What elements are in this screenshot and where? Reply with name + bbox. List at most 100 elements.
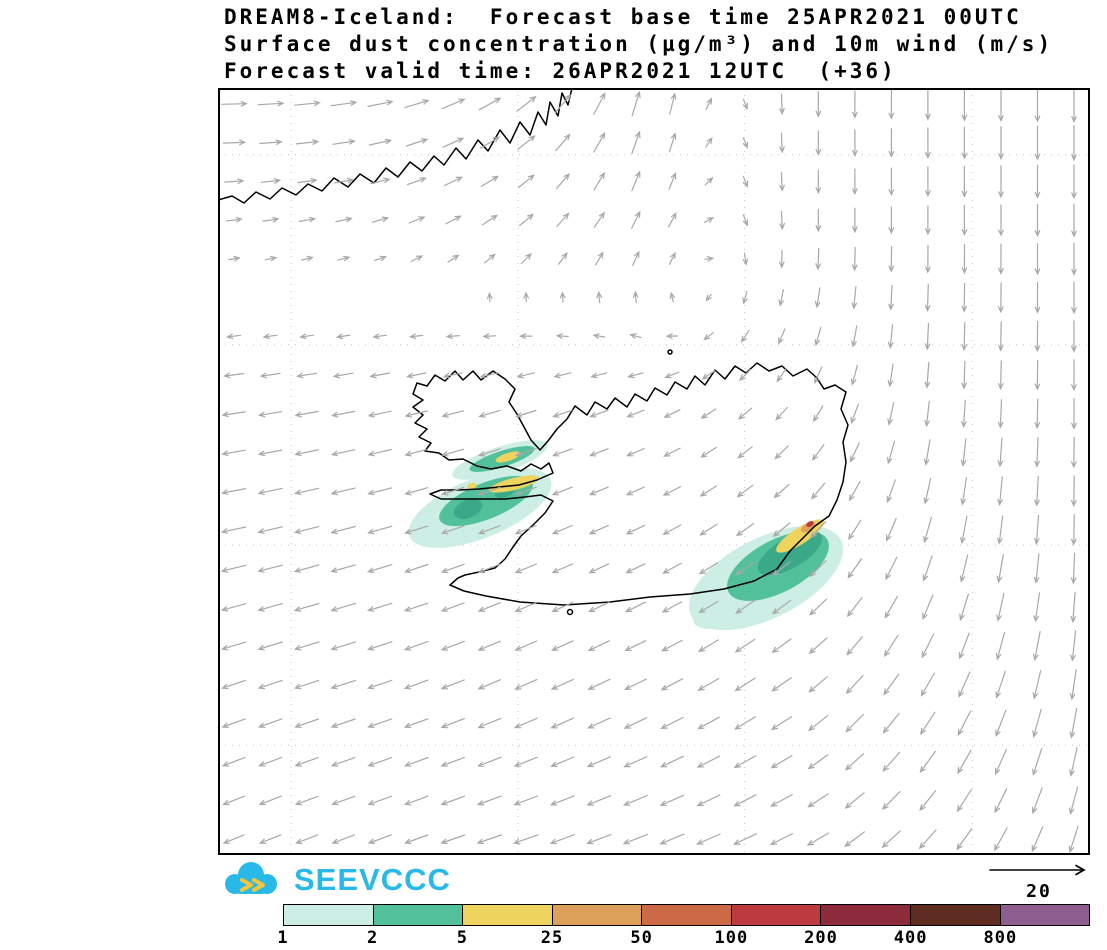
wind-arrow: [997, 437, 1004, 468]
wind-arrow: [808, 637, 828, 655]
wind-arrow: [848, 480, 861, 502]
wind-arrow: [997, 476, 1003, 507]
wind-arrow: [625, 486, 645, 496]
wind-arrow: [589, 409, 609, 418]
wind-arrow: [367, 602, 393, 612]
colorbar-label: 400: [893, 928, 928, 948]
wind-arrow: [919, 790, 937, 812]
wind-arrow: [887, 402, 895, 426]
wind-arrow: [555, 173, 570, 190]
wind-arrow: [520, 252, 532, 265]
dust-contour: [467, 482, 477, 490]
wind-arrow: [1070, 630, 1077, 662]
colorbar-segment: [552, 905, 643, 925]
colorbar-label: 2: [367, 928, 379, 948]
colorbar-segment: [284, 905, 374, 925]
wind-arrow: [812, 405, 824, 423]
wind-arrow: [851, 325, 858, 348]
wind-arrow: [552, 409, 573, 418]
wind-arrow: [1068, 825, 1079, 854]
wind-arrow: [774, 445, 789, 460]
wind-arrow: [1034, 125, 1041, 161]
island: [667, 349, 673, 355]
wind-arrow: [810, 521, 827, 539]
wind-arrow: [222, 795, 245, 806]
wind-arrow: [517, 135, 536, 150]
wind-arrow: [775, 406, 788, 421]
wind-arrow: [742, 98, 748, 111]
wind-arrow: [477, 486, 501, 496]
wind-arrow: [735, 523, 755, 537]
wind-arrow: [330, 449, 356, 457]
wind-arrow: [997, 360, 1004, 391]
wind-arrow: [625, 563, 646, 574]
wind-arrow: [258, 795, 282, 806]
wind-arrow: [440, 795, 466, 806]
wind-arrow: [297, 178, 318, 184]
wind-arrow: [851, 246, 858, 272]
wind-arrow: [699, 523, 718, 536]
wind-arrow: [996, 554, 1004, 584]
wind-arrow: [403, 718, 429, 729]
colorbar-label: 50: [630, 928, 653, 948]
wind-arrow: [814, 326, 822, 347]
wind-arrow: [850, 403, 859, 425]
wind-arrow: [742, 252, 749, 266]
wind-arrow: [998, 88, 1004, 123]
wind-arrow: [662, 562, 682, 574]
wind-arrow: [998, 204, 1004, 237]
wind-arrow: [588, 486, 609, 496]
wind-arrow: [960, 515, 968, 545]
wind-arrow: [960, 438, 967, 467]
wind-arrow: [293, 602, 320, 612]
wind-arrow: [663, 447, 681, 457]
wind-arrow: [295, 139, 320, 145]
wind-arrow: [811, 444, 825, 461]
colorbar-segment: [1000, 905, 1090, 925]
wind-arrow: [1071, 203, 1077, 238]
wind-arrow: [514, 601, 538, 612]
wind-arrow: [1071, 514, 1077, 546]
wind-arrow: [481, 214, 499, 226]
wind-arrow: [623, 756, 648, 768]
wind-arrow: [998, 282, 1004, 314]
wind-arrow: [477, 563, 501, 574]
wind-arrow: [668, 251, 676, 265]
wind-arrow: [815, 169, 822, 195]
wind-arrow: [220, 641, 247, 651]
wind-arrow: [406, 372, 427, 379]
wind-arrow: [556, 212, 570, 228]
wind-arrow: [1069, 747, 1078, 777]
wind-arrow: [514, 679, 538, 690]
wind-arrow: [262, 216, 280, 223]
wind-arrow: [844, 792, 865, 809]
wind-arrow: [659, 794, 685, 806]
wind-arrow: [588, 524, 609, 535]
wind-arrow: [733, 794, 757, 807]
wind-arrow: [258, 834, 282, 844]
wind-arrow: [779, 210, 785, 231]
wind-arrow: [661, 639, 683, 652]
wind-arrow: [221, 411, 246, 418]
wind-arrow: [588, 563, 610, 574]
dust-contour: [806, 520, 814, 528]
wind-arrow: [995, 631, 1006, 661]
wind-arrow: [852, 168, 858, 196]
colorbar-label: 100: [714, 928, 749, 948]
wind-arrow: [736, 484, 754, 498]
wind-arrow: [257, 603, 283, 612]
wind-arrow: [660, 678, 684, 691]
wind-arrow: [740, 330, 750, 343]
wind-arrow: [514, 524, 537, 535]
wind-arrow: [331, 834, 355, 844]
wind-arrow: [1068, 786, 1079, 816]
wind-arrow: [480, 175, 500, 187]
wind-arrow: [700, 446, 717, 458]
wind-arrow: [257, 100, 285, 107]
wind-arrow: [1071, 88, 1077, 124]
wind-arrow: [1071, 436, 1077, 469]
wind-arrow: [367, 487, 393, 496]
wind-arrow: [476, 834, 502, 845]
wind-arrow: [374, 255, 387, 262]
wind-arrow: [665, 333, 678, 339]
